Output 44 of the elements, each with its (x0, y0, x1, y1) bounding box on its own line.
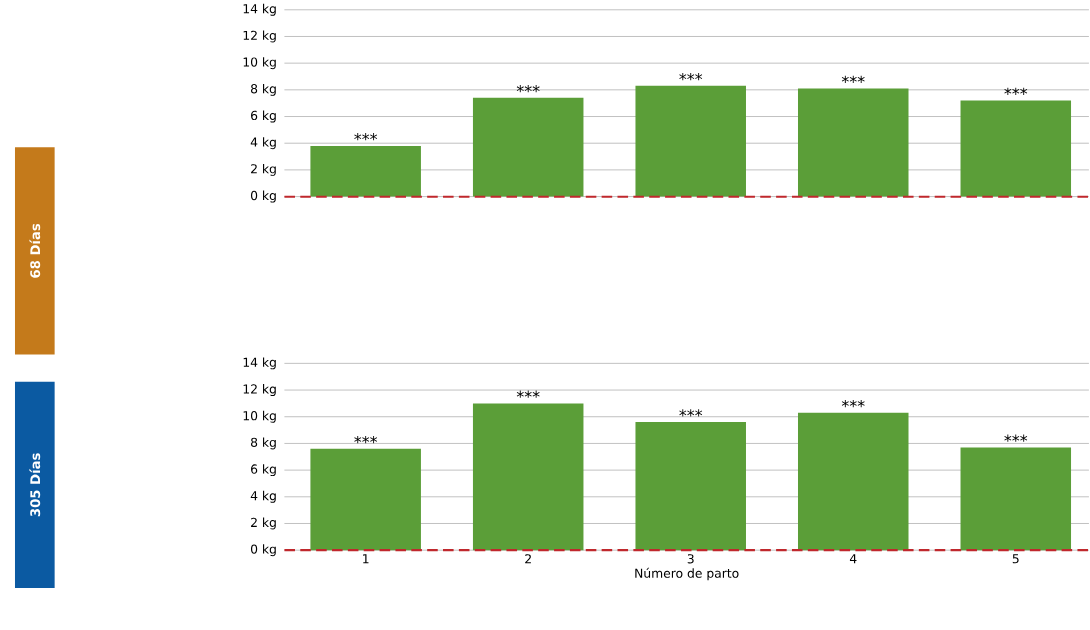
y-tick-label: 0 kg (250, 544, 276, 557)
bar (960, 100, 1072, 197)
x-tick-label: 4 (849, 554, 857, 564)
y-axis-title: 305 Días (29, 453, 41, 517)
x-axis-title: Número de parto (635, 567, 739, 581)
bar (797, 412, 909, 551)
annotation: *** (679, 72, 703, 81)
annotation: *** (841, 399, 865, 408)
annotation: *** (841, 75, 865, 83)
x-tick-label: 1 (363, 554, 369, 564)
y-tick-label: 6 kg (251, 110, 276, 123)
y-tick-label: 10 kg (243, 410, 276, 423)
bar (472, 403, 584, 551)
y-tick-label: 4 kg (250, 490, 276, 503)
y-tick-label: 2 kg (251, 517, 276, 530)
y-tick-label: 12 kg (243, 30, 276, 43)
annotation: *** (679, 409, 703, 417)
y-tick-label: 2 kg (251, 163, 276, 176)
bar (797, 88, 909, 197)
y-tick-label: 14 kg (243, 357, 276, 370)
bar (472, 97, 584, 197)
annotation: *** (516, 390, 540, 398)
bar (635, 421, 746, 551)
bar (635, 85, 746, 197)
x-tick-label: 5 (1012, 554, 1019, 564)
y-tick-label: 14 kg (243, 3, 276, 16)
annotation: *** (1004, 434, 1028, 442)
y-tick-label: 10 kg (243, 57, 276, 70)
annotation: *** (354, 132, 378, 141)
bar (310, 448, 421, 551)
annotation: *** (354, 435, 378, 444)
annotation: *** (1004, 87, 1028, 95)
y-tick-label: 4 kg (250, 137, 276, 150)
y-axis-title: 68 Días (29, 223, 41, 278)
y-tick-label: 12 kg (243, 383, 276, 396)
bar (310, 145, 421, 197)
y-tick-label: 0 kg (250, 190, 276, 203)
y-tick-label: 6 kg (251, 464, 276, 476)
bar (960, 447, 1072, 551)
y-tick-label: 8 kg (251, 83, 276, 96)
x-tick-label: 3 (687, 554, 694, 564)
y-tick-label: 8 kg (251, 437, 276, 450)
annotation: *** (516, 84, 540, 93)
x-tick-label: 2 (525, 554, 531, 564)
